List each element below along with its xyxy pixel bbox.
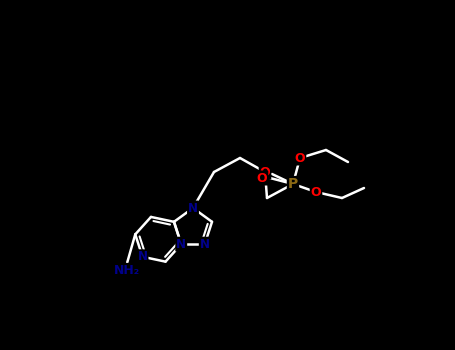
- Text: O: O: [260, 166, 270, 178]
- Text: O: O: [257, 172, 268, 184]
- Text: N: N: [188, 202, 198, 215]
- Text: O: O: [295, 152, 305, 164]
- Text: N: N: [137, 250, 147, 263]
- Text: O: O: [311, 186, 321, 198]
- Text: P: P: [288, 177, 298, 191]
- Text: NH₂: NH₂: [114, 264, 140, 277]
- Text: N: N: [176, 238, 186, 251]
- Text: N: N: [200, 238, 210, 251]
